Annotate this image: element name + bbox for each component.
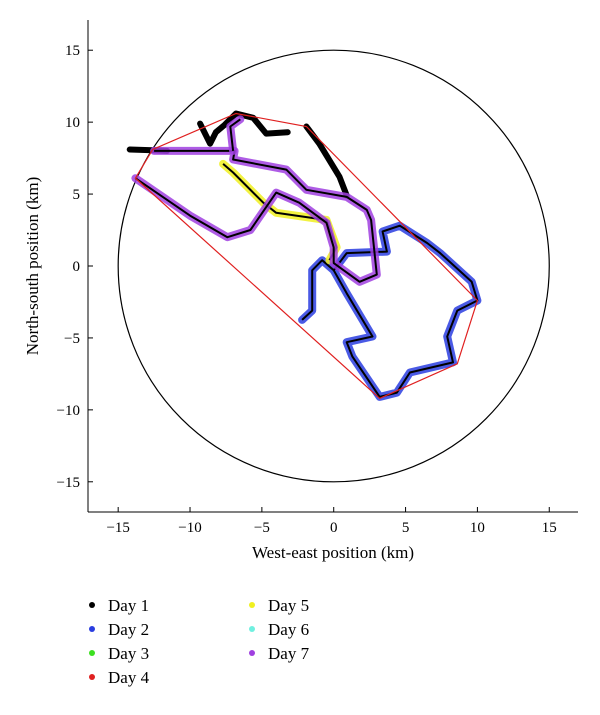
y-tick-label: −5 (64, 331, 80, 347)
legend-marker (89, 626, 95, 632)
legend-item: Day 6 (249, 620, 309, 639)
legend-marker (249, 650, 255, 656)
x-tick-label: −5 (254, 520, 270, 536)
series-day-2 (298, 221, 482, 401)
y-tick-label: 15 (65, 43, 80, 59)
legend-item: Day 2 (89, 620, 149, 639)
legend-item: Day 4 (89, 668, 150, 687)
x-axis-label: West-east position (km) (252, 543, 414, 562)
y-tick-label: 5 (73, 187, 81, 203)
legend-marker (249, 602, 255, 608)
track-line (229, 118, 241, 152)
legend-label: Day 2 (108, 620, 149, 639)
legend-item: Day 7 (249, 644, 310, 663)
convex-hull (134, 112, 479, 400)
legend-item: Day 1 (89, 596, 149, 615)
y-axis-label: North-south position (km) (23, 177, 42, 356)
legend-marker (89, 674, 95, 680)
x-tick-label: 15 (542, 520, 557, 536)
legend-label: Day 7 (268, 644, 310, 663)
track-line (301, 224, 479, 398)
series-day-7 (131, 115, 381, 286)
legend: Day 1 Day 2 Day 3 Day 4 Day 5 Day 6 Day 7 (89, 596, 310, 687)
y-tick-label: −15 (57, 475, 80, 491)
plot-area (117, 49, 550, 483)
axes: −15 −10 −5 0 5 10 15 15 10 5 0 −5 −10 −15 (57, 20, 578, 536)
legend-label: Day 1 (108, 596, 149, 615)
legend-label: Day 4 (108, 668, 150, 687)
range-circle (117, 49, 550, 483)
track-line (134, 149, 378, 283)
y-tick-label: 10 (65, 115, 80, 131)
x-tick-label: 5 (402, 520, 410, 536)
y-tick-label: −10 (57, 403, 80, 419)
track-line (303, 123, 350, 199)
legend-marker (89, 650, 95, 656)
legend-label: Day 3 (108, 644, 149, 663)
x-tick-label: 10 (470, 520, 485, 536)
series-day-5 (219, 159, 341, 265)
legend-marker (249, 626, 255, 632)
track-halo (298, 221, 482, 401)
legend-item: Day 5 (249, 596, 309, 615)
x-tick-label: −10 (178, 520, 201, 536)
track-line (197, 110, 291, 147)
x-tick-label: −15 (106, 520, 129, 536)
legend-item: Day 3 (89, 644, 149, 663)
legend-label: Day 5 (268, 596, 309, 615)
legend-marker (89, 602, 95, 608)
y-tick-label: 0 (73, 259, 81, 275)
legend-label: Day 6 (268, 620, 309, 639)
x-tick-label: 0 (330, 520, 338, 536)
